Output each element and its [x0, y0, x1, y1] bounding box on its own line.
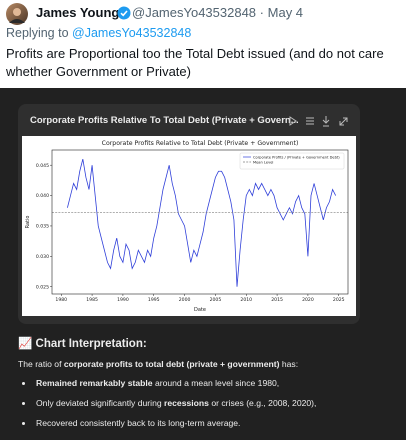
text: Only deviated significantly during: [36, 398, 165, 408]
y-tick-label: 0.025: [36, 284, 49, 290]
author-name[interactable]: James Young: [36, 5, 120, 20]
x-tick-label: 2020: [302, 297, 314, 303]
y-tick-label: 0.030: [36, 254, 49, 260]
chart: Corporate Profits Relative to Total Debt…: [22, 136, 356, 316]
handle[interactable]: @JamesYo43532848: [132, 5, 257, 20]
data-line: [67, 159, 337, 287]
date[interactable]: May 4: [267, 5, 304, 20]
verified-badge: [117, 6, 131, 20]
attached-image[interactable]: Corporate Profits Relative To Total Debt…: [0, 88, 406, 440]
y-tick-label: 0.040: [36, 193, 49, 199]
x-tick-label: 2000: [179, 297, 191, 303]
bullet: Remained remarkably stable around a mean…: [36, 378, 279, 388]
card-title: Corporate Profits Relative To Total Debt…: [30, 115, 299, 126]
reply-handle[interactable]: @JamesYo43532848: [72, 26, 192, 40]
x-tick-label: 1990: [117, 297, 129, 303]
y-tick-label: 0.045: [36, 163, 49, 169]
x-tick-label: 2005: [210, 297, 222, 303]
text: around a mean level since 1980,: [152, 378, 280, 388]
avatar[interactable]: [6, 3, 28, 25]
card-icons: [289, 116, 348, 127]
reply-line: Replying to @JamesYo43532848: [6, 26, 191, 40]
text: Recovered consistently back to its long-…: [36, 418, 241, 428]
interpretation-heading: 📈 Chart Interpretation:: [18, 338, 147, 350]
x-tick-label: 2010: [240, 297, 252, 303]
text: The ratio of: [18, 359, 64, 369]
text: or crises (e.g., 2008, 2020),: [208, 398, 317, 408]
x-tick-label: 1980: [55, 297, 67, 303]
x-tick-label: 1995: [148, 297, 160, 303]
bold-text: corporate profits to total debt (private…: [63, 359, 280, 369]
y-tick-label: 0.035: [36, 224, 49, 230]
legend-label: Corporate Profits / (Private + Governmen…: [253, 155, 340, 159]
bullet-dot: [22, 382, 25, 385]
plot-frame: [51, 149, 349, 295]
chart-card: Corporate Profits Relative To Total Debt…: [18, 104, 360, 324]
separator: ·: [259, 5, 265, 20]
text: has:: [279, 359, 299, 369]
y-axis-label: Ratio: [25, 216, 31, 229]
x-tick-label: 2015: [271, 297, 283, 303]
tweet-text: Profits are Proportional too the Total D…: [6, 46, 384, 79]
bold-text: recessions: [164, 398, 209, 408]
bold-text: Remained remarkably stable: [36, 378, 153, 388]
x-tick-label: 2025: [333, 297, 345, 303]
interpretation-intro: The ratio of corporate profits to total …: [18, 359, 298, 369]
bullet: Recovered consistently back to its long-…: [36, 418, 240, 428]
bullet-dot: [22, 402, 25, 405]
bullet-dot: [22, 422, 25, 425]
x-tick-label: 1985: [86, 297, 98, 303]
reply-prefix: Replying to: [6, 26, 69, 40]
bullet: Only deviated significantly during reces…: [36, 398, 316, 408]
legend-box: [239, 152, 345, 170]
legend-label: Mean Level: [253, 160, 273, 164]
tweet-meta: @JamesYo43532848 · May 4: [132, 5, 303, 20]
chart-title: Corporate Profits Relative to Total Debt…: [102, 140, 299, 147]
x-axis-label: Date: [194, 307, 206, 313]
